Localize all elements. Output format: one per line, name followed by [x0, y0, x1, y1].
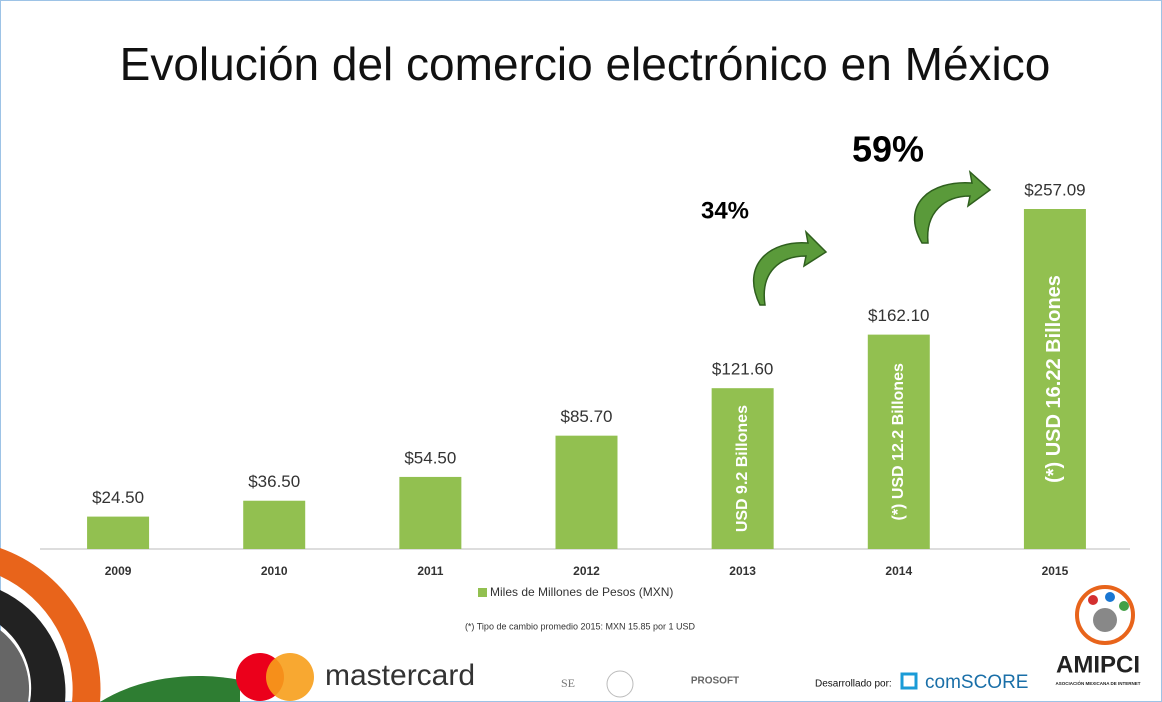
corner-arc [0, 630, 30, 702]
footnote: (*) Tipo de cambio promedio 2015: MXN 15… [465, 621, 696, 631]
value-label: $257.09 [1024, 180, 1085, 199]
logo-icon [1093, 608, 1117, 632]
corner-arc [0, 548, 101, 702]
legend-label: Miles de Millones de Pesos (MXN) [490, 585, 673, 599]
x-tick-label: 2009 [105, 564, 132, 578]
bar [243, 500, 306, 549]
logo-text: mastercard [325, 659, 475, 692]
bar [711, 388, 774, 549]
annotation: 34% [701, 197, 749, 224]
logo-seal [606, 670, 634, 698]
x-tick-label: 2011 [417, 564, 443, 578]
bar [399, 476, 462, 549]
bar [555, 435, 618, 549]
value-label: $36.50 [248, 472, 300, 491]
arrow [913, 169, 992, 244]
logo-text: SE [561, 676, 575, 690]
x-tick-label: 2015 [1042, 564, 1069, 578]
x-tick-label: 2013 [729, 564, 756, 578]
annotation: 59% [852, 129, 924, 170]
value-label: $24.50 [92, 488, 144, 507]
logo-icon [1105, 592, 1115, 602]
logo-subtext: ASOCIACIÓN MEXICANA DE INTERNET [1055, 679, 1140, 686]
value-label: $54.50 [404, 448, 456, 467]
logo-text: AMIPCI [1056, 651, 1140, 678]
bar-inner-label: (*) USD 16.22 Billones [1043, 275, 1065, 483]
legend-swatch [478, 588, 487, 597]
value-label: $162.10 [868, 306, 929, 325]
x-tick-label: 2014 [885, 564, 912, 578]
arrow [752, 229, 828, 306]
x-tick-label: 2012 [573, 564, 600, 578]
corner-arc [100, 675, 240, 702]
chart-title: Evolución del comercio electrónico en Mé… [120, 38, 1051, 90]
bar [1023, 209, 1086, 549]
logo-icon [1119, 601, 1129, 611]
logo-icon [1075, 585, 1135, 645]
logo-icon [1088, 595, 1098, 605]
logo-circle [266, 653, 314, 701]
bar [867, 334, 930, 549]
developed-by: Desarrollado por: [815, 679, 892, 690]
value-label: $85.70 [561, 407, 613, 426]
logo-icon [900, 672, 918, 690]
logo-text: comSCORE [925, 672, 1028, 693]
x-tick-label: 2010 [261, 564, 288, 578]
bar [87, 516, 150, 549]
bar-inner-label: (*) USD 12.2 Billones [890, 363, 907, 520]
bar-inner-label: USD 9.2 Billones [734, 405, 751, 532]
logo-text: PROSOFT [691, 676, 739, 687]
value-label: $121.60 [712, 360, 773, 379]
corner-arc [0, 590, 66, 702]
